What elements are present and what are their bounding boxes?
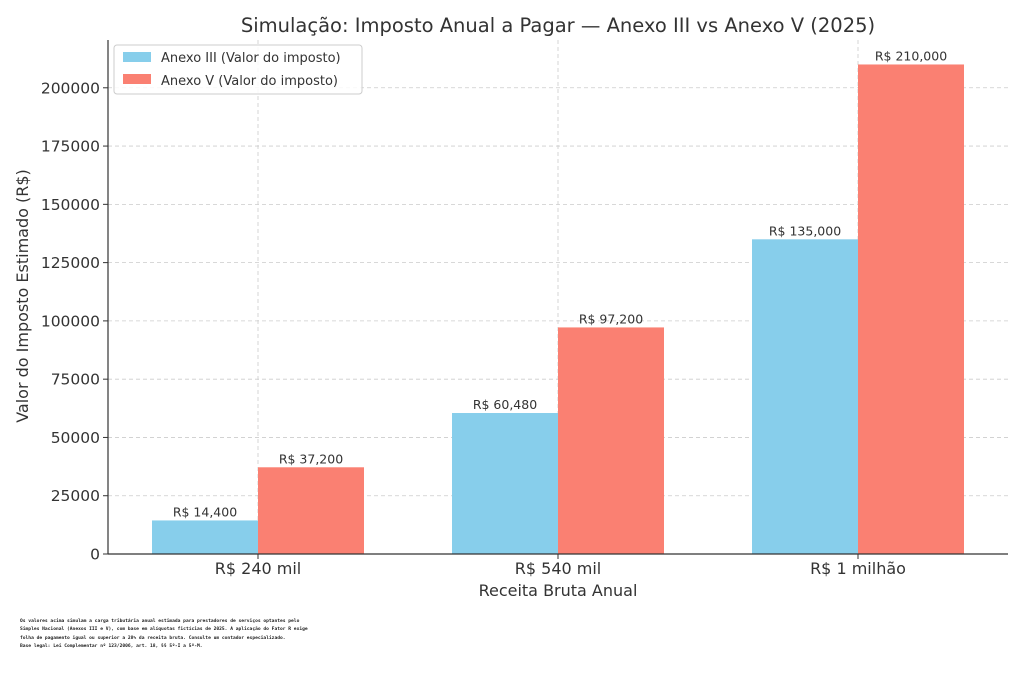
legend-swatch-anexo-iii — [123, 52, 151, 62]
chart-title: Simulação: Imposto Anual a Pagar — Anexo… — [241, 14, 875, 37]
bar — [858, 64, 964, 554]
x-tick-label: R$ 540 mil — [515, 559, 601, 578]
bar-value-label: R$ 37,200 — [279, 451, 343, 466]
chart: R$ 14,400 R$ 37,200 R$ 60,480 R$ 97,200 R$ 1… — [13, 14, 1008, 600]
y-axis-label: Valor do Imposto Estimado (R$) — [13, 169, 32, 423]
footnote: Os valores acima simulam a carga tributá… — [20, 618, 580, 652]
footnote-line: Simples Nacional (Anexos III e V), com b… — [20, 627, 308, 633]
bar — [452, 413, 558, 554]
y-tick-label: 175000 — [41, 138, 100, 156]
legend-label-anexo-v: Anexo V (Valor do imposto) — [161, 74, 338, 89]
legend: Anexo III (Valor do imposto) Anexo V (Va… — [113, 44, 363, 95]
legend-box — [113, 44, 363, 95]
legend-label-anexo-iii: Anexo III (Valor do imposto) — [161, 51, 341, 66]
y-tick-label: 50000 — [51, 429, 100, 447]
y-tick-label: 100000 — [41, 312, 100, 330]
bar-value-label: R$ 60,480 — [473, 397, 537, 412]
bar-value-label: R$ 97,200 — [579, 311, 643, 326]
x-tick-label: R$ 1 milhão — [810, 559, 906, 578]
y-tick-label: 150000 — [41, 196, 100, 214]
bar — [558, 327, 664, 554]
bar-value-label: R$ 14,400 — [173, 504, 237, 519]
x-tick-label: R$ 240 mil — [215, 559, 301, 578]
bar — [152, 520, 258, 554]
y-tick-label: 25000 — [51, 487, 100, 505]
ticks: 0 25000 50000 75000 100000 125000 150000 175000… — [41, 79, 906, 578]
y-tick-label: 125000 — [41, 254, 100, 272]
bars — [152, 64, 964, 554]
bar-value-label: R$ 210,000 — [875, 48, 947, 63]
footnote-line: Base legal: Lei Complementar nº 123/2006… — [20, 644, 203, 650]
bar — [752, 239, 858, 554]
value-labels: R$ 14,400 R$ 37,200 R$ 60,480 R$ 97,200 R$ 1… — [173, 48, 947, 519]
y-tick-label: 0 — [90, 546, 100, 564]
legend-swatch-anexo-v — [123, 74, 151, 84]
y-tick-label: 75000 — [51, 371, 100, 389]
footnote-line: folha de pagamento igual ou superior a 2… — [20, 635, 286, 641]
footnote-line: Os valores acima simulam a carga tributá… — [20, 619, 300, 624]
y-tick-label: 200000 — [41, 79, 100, 97]
bar — [258, 467, 364, 554]
x-axis-label: Receita Bruta Anual — [479, 581, 638, 600]
bar-value-label: R$ 135,000 — [769, 223, 841, 238]
